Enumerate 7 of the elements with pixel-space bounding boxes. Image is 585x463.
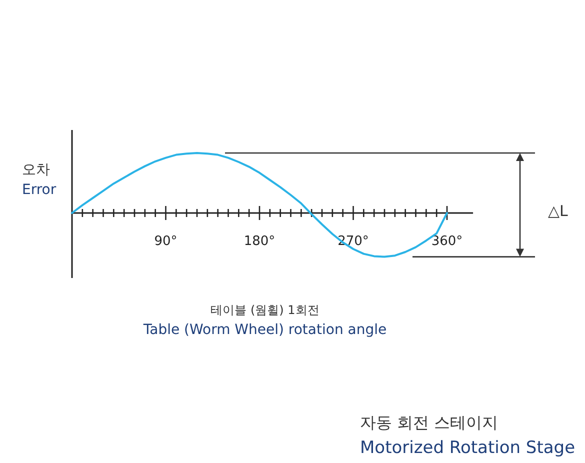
x-tick-label: 180°: [244, 234, 276, 249]
y-axis-title: 오차 Error: [22, 162, 56, 198]
x-axis-title: 테이블 (웜휠) 1회전 Table (Worm Wheel) rotation angle: [142, 303, 387, 338]
text: 자동 회전 스테이지 Motorized Rotation Stage: [360, 413, 576, 458]
x-tick-label: 90°: [154, 234, 178, 249]
x-tick-label: 360°: [431, 234, 463, 249]
text: △L: [548, 202, 569, 220]
